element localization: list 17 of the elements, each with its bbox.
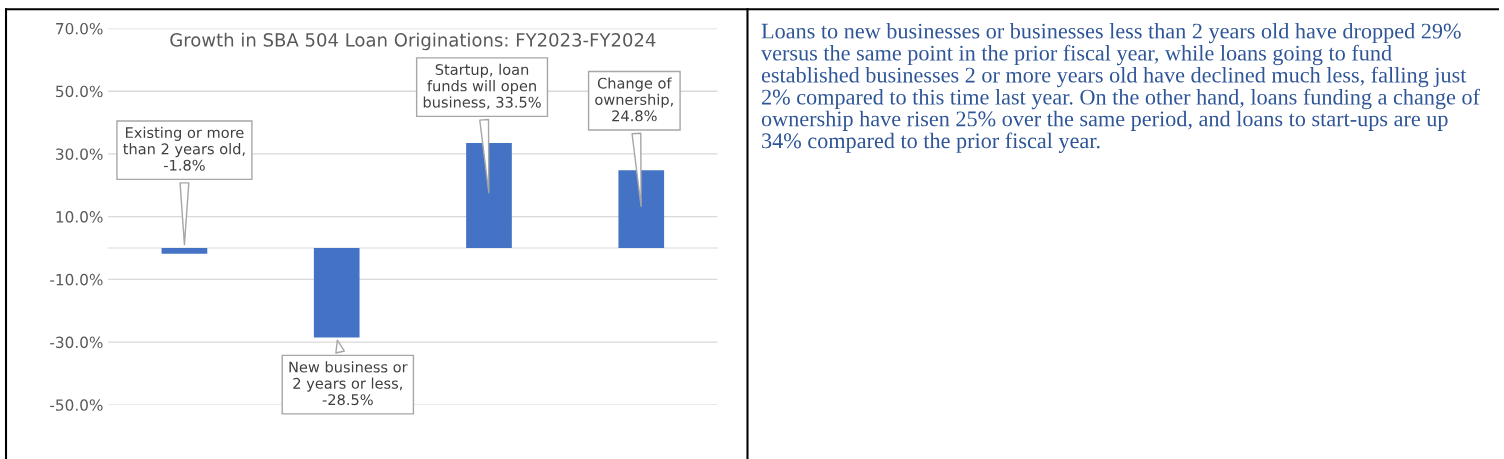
y-tick-label: -30.0% bbox=[50, 336, 103, 349]
data-label: Change of ownership, 24.8% bbox=[595, 77, 673, 122]
y-tick-label: -50.0% bbox=[50, 399, 103, 411]
data-label: Startup, loan funds will open business, 33.5% bbox=[423, 63, 541, 110]
y-tick-label: 30.0% bbox=[56, 148, 103, 160]
bar bbox=[618, 170, 665, 249]
data-label: Existing or more than 2 years old, -1.8% bbox=[123, 126, 245, 171]
bar bbox=[313, 248, 360, 338]
y-tick-label: 50.0% bbox=[56, 85, 103, 98]
text: Loans to new businesses or businesses less than 2 years old have dropped 29% versus the same point in the prior fiscal year, while loans going to fund established businesses 2 or more years old have declined much less, falling just 2% compared to this time last year. On the other hand, loans funding a change of ownership have risen 25% over the same period, and loans to start-ups are up 34% compared to the prior fiscal year. bbox=[761, 22, 1480, 153]
bar bbox=[161, 248, 208, 254]
data-label: New business or 2 years or less, -28.5% bbox=[289, 361, 408, 406]
bar bbox=[466, 142, 512, 249]
y-tick-label: -10.0% bbox=[50, 273, 103, 286]
y-tick-label: 70.0% bbox=[56, 22, 103, 35]
chart-title: Growth in SBA 504 Loan Originations: FY2023-FY2024 bbox=[170, 32, 656, 51]
y-tick-label: 10.0% bbox=[56, 211, 103, 223]
